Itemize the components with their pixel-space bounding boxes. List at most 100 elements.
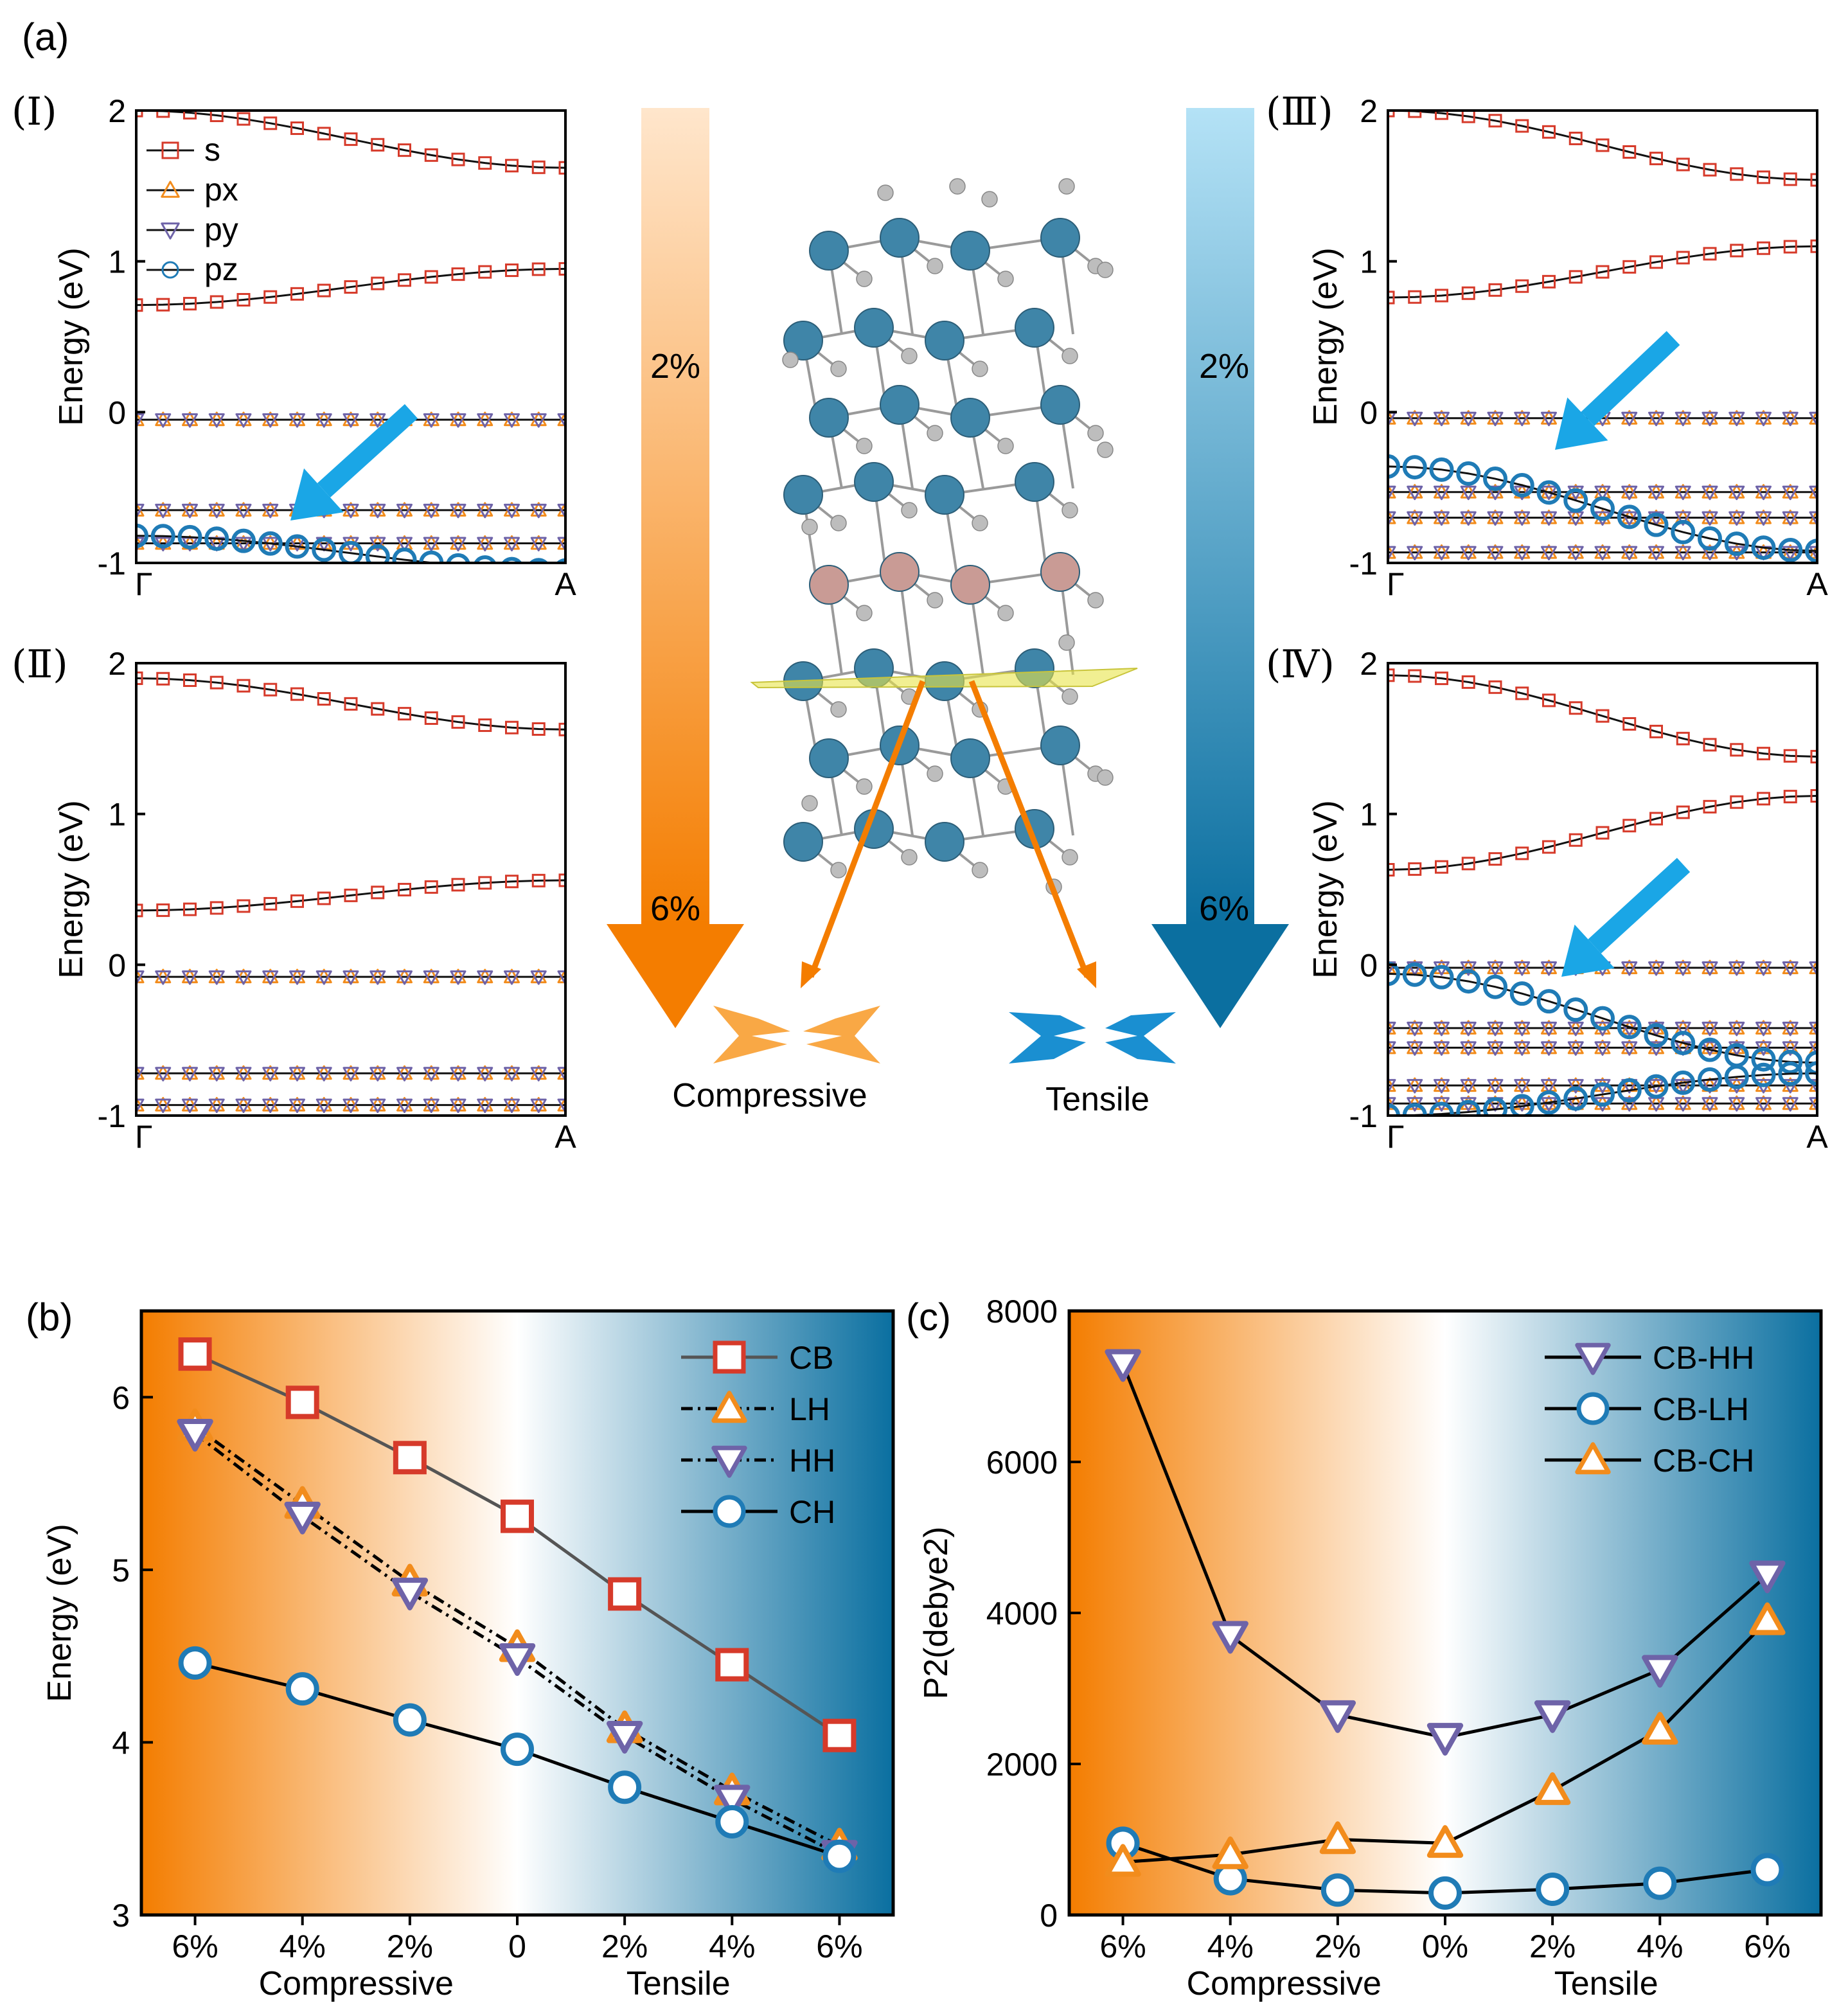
data-point-CB-LH — [1750, 1853, 1784, 1887]
big-atom — [925, 475, 964, 515]
small-atom — [856, 438, 873, 454]
tensile-2pct-label: 2% — [1199, 347, 1249, 386]
data-point-CB-HH — [1534, 1700, 1571, 1733]
data-point-HH — [499, 1643, 536, 1677]
data-point-CH — [822, 1839, 857, 1873]
x-tick-gamma: Γ — [135, 1119, 153, 1155]
small-atom — [1097, 769, 1114, 786]
data-point-CB-LH — [1428, 1876, 1462, 1910]
band-lines — [1388, 668, 1817, 1116]
data-point-HH — [391, 1578, 429, 1610]
legend-marker — [711, 1391, 747, 1423]
small-atom — [1062, 688, 1078, 705]
big-atom — [809, 231, 849, 271]
big-atom — [809, 738, 849, 778]
y-tick-label: 4000 — [986, 1596, 1058, 1632]
small-atom — [1062, 502, 1078, 519]
series-markers-CB-LH — [1106, 1826, 1784, 1910]
data-point-CB — [178, 1337, 212, 1371]
highlight-arrow — [1555, 331, 1680, 450]
series-markers-CB — [178, 1337, 857, 1752]
data-point-CB-CH — [1105, 1844, 1141, 1877]
big-atom — [880, 218, 920, 258]
big-atom — [783, 822, 823, 862]
y-tick-label: 2 — [108, 93, 126, 129]
big-atom — [880, 385, 920, 425]
band-markers-4 — [136, 1097, 565, 1114]
group-label-compressive: Compressive — [1187, 1965, 1382, 2002]
legend-label: CH — [789, 1494, 835, 1530]
small-atom — [997, 271, 1014, 287]
data-point-CB — [608, 1577, 642, 1611]
big-atom — [950, 738, 990, 778]
big-atom — [854, 308, 894, 348]
y-tick-label: 0 — [108, 947, 126, 983]
small-atom — [1087, 425, 1104, 441]
panel-label-c: (c) — [906, 1295, 951, 1339]
small-atom — [856, 778, 873, 795]
data-point-CB-LH — [1320, 1873, 1355, 1907]
group-label-tensile: Tensile — [626, 1965, 731, 2002]
series-markers-CB-HH — [1105, 1349, 1786, 1756]
legend-marker — [161, 181, 180, 198]
legend-marker — [1575, 1342, 1611, 1375]
chart-c-p2-vs-strain: 0 2000 4000 6000 8000 6% 4% 2% 0% 2% 4% 6% Compressi… — [918, 1294, 1823, 2002]
x-tick-label: 6% — [172, 1928, 218, 1964]
data-point-CB — [285, 1385, 319, 1420]
small-atom — [1097, 262, 1114, 278]
band-markers-5 — [1388, 544, 1817, 561]
small-atom — [1058, 634, 1075, 651]
small-atom — [901, 849, 918, 866]
strain-plane — [750, 668, 1138, 988]
chart-legend: CB LH HH CH — [681, 1340, 835, 1530]
data-point-HH — [177, 1418, 213, 1452]
x-tick-label: 4% — [280, 1928, 326, 1964]
y-tick-label: 2 — [108, 646, 126, 682]
small-atom — [877, 184, 894, 201]
small-atom — [997, 605, 1014, 621]
chart-background — [1069, 1311, 1821, 1915]
x-tick-label: 4% — [1207, 1928, 1254, 1964]
crystal-structure-illustration — [782, 178, 1114, 895]
pink-atom — [880, 552, 920, 592]
legend-label: HH — [789, 1443, 835, 1479]
band-line-0 — [1388, 111, 1817, 181]
chart-background — [141, 1311, 893, 1915]
y-axis-label: Energy (eV) — [41, 1524, 78, 1702]
small-atom — [972, 361, 988, 377]
y-tick-label: -1 — [98, 1098, 126, 1134]
legend-label: s — [204, 132, 220, 168]
small-atom — [1062, 849, 1078, 866]
band-markers-3 — [136, 1065, 565, 1082]
y-axis-label: Energy (eV) — [53, 800, 90, 978]
x-tick-a: A — [1806, 1119, 1828, 1155]
legend-marker — [713, 1495, 746, 1528]
data-point-CB-HH — [1105, 1349, 1141, 1382]
small-atom — [856, 605, 873, 621]
y-axis-label: Energy (eV) — [1307, 800, 1344, 978]
series-markers-CH — [178, 1646, 857, 1873]
legend-marker — [161, 141, 179, 159]
big-atom — [950, 231, 990, 271]
data-point-CB-CH — [1534, 1772, 1571, 1805]
band-markers-1 — [136, 262, 565, 312]
band-markers-6 — [1388, 454, 1817, 563]
x-tick-label: 6% — [1099, 1928, 1146, 1964]
small-atom — [927, 425, 943, 441]
group-label-tensile: Tensile — [1554, 1965, 1658, 2002]
y-tick-label: 2 — [1360, 646, 1378, 682]
big-atom — [1015, 308, 1054, 348]
x-tick-label: 4% — [709, 1928, 755, 1964]
y-tick-label: 1 — [1360, 244, 1378, 280]
band-markers-2 — [136, 968, 565, 985]
band-line-1 — [1388, 245, 1817, 299]
small-atom — [830, 701, 847, 718]
data-point-CB-HH — [1212, 1621, 1248, 1654]
band-markers-3 — [1388, 1020, 1817, 1037]
band-line-0 — [136, 677, 565, 731]
legend-label: CB-LH — [1653, 1391, 1749, 1427]
y-tick-label: 1 — [108, 244, 126, 280]
